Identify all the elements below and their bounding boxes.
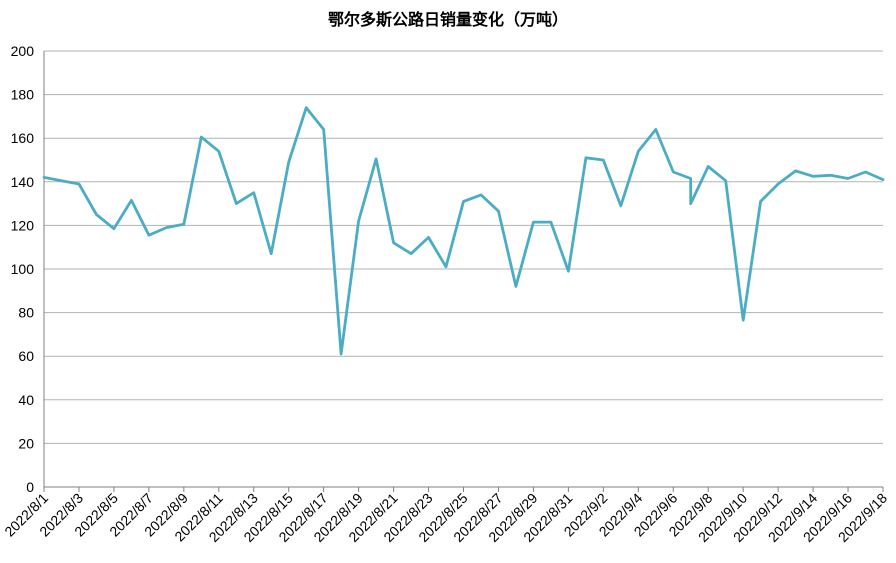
y-tick-label: 40 — [18, 392, 34, 408]
gridlines — [44, 50, 883, 444]
y-axis-tick-labels: 0 20 40 60 80 100 120 140 160 180 200 — [11, 43, 35, 495]
series-line — [42, 106, 885, 356]
y-tick-label: 100 — [11, 261, 35, 277]
y-tick-label: 0 — [26, 479, 34, 495]
series-layer — [42, 106, 885, 356]
y-tick-label: 180 — [11, 87, 35, 103]
y-tick-label: 140 — [11, 174, 35, 190]
y-tick-label: 80 — [18, 305, 34, 321]
y-tick-label: 20 — [18, 435, 34, 451]
x-axis-tick-labels: 2022/8/12022/8/32022/8/52022/8/72022/8/9… — [1, 490, 890, 546]
y-tick-label: 200 — [11, 43, 35, 59]
axes — [43, 51, 884, 492]
chart-title: 鄂尔多斯公路日销量变化（万吨） — [327, 10, 568, 29]
y-tick-label: 60 — [18, 348, 34, 364]
y-tick-label: 120 — [11, 217, 35, 233]
y-tick-label: 160 — [11, 130, 35, 146]
